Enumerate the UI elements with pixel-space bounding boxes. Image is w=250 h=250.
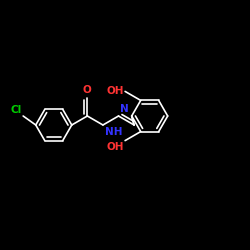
Text: N: N (120, 104, 129, 115)
Text: OH: OH (106, 86, 124, 97)
Text: NH: NH (105, 127, 122, 137)
Text: Cl: Cl (11, 105, 22, 115)
Text: OH: OH (106, 142, 124, 152)
Text: O: O (83, 85, 92, 95)
